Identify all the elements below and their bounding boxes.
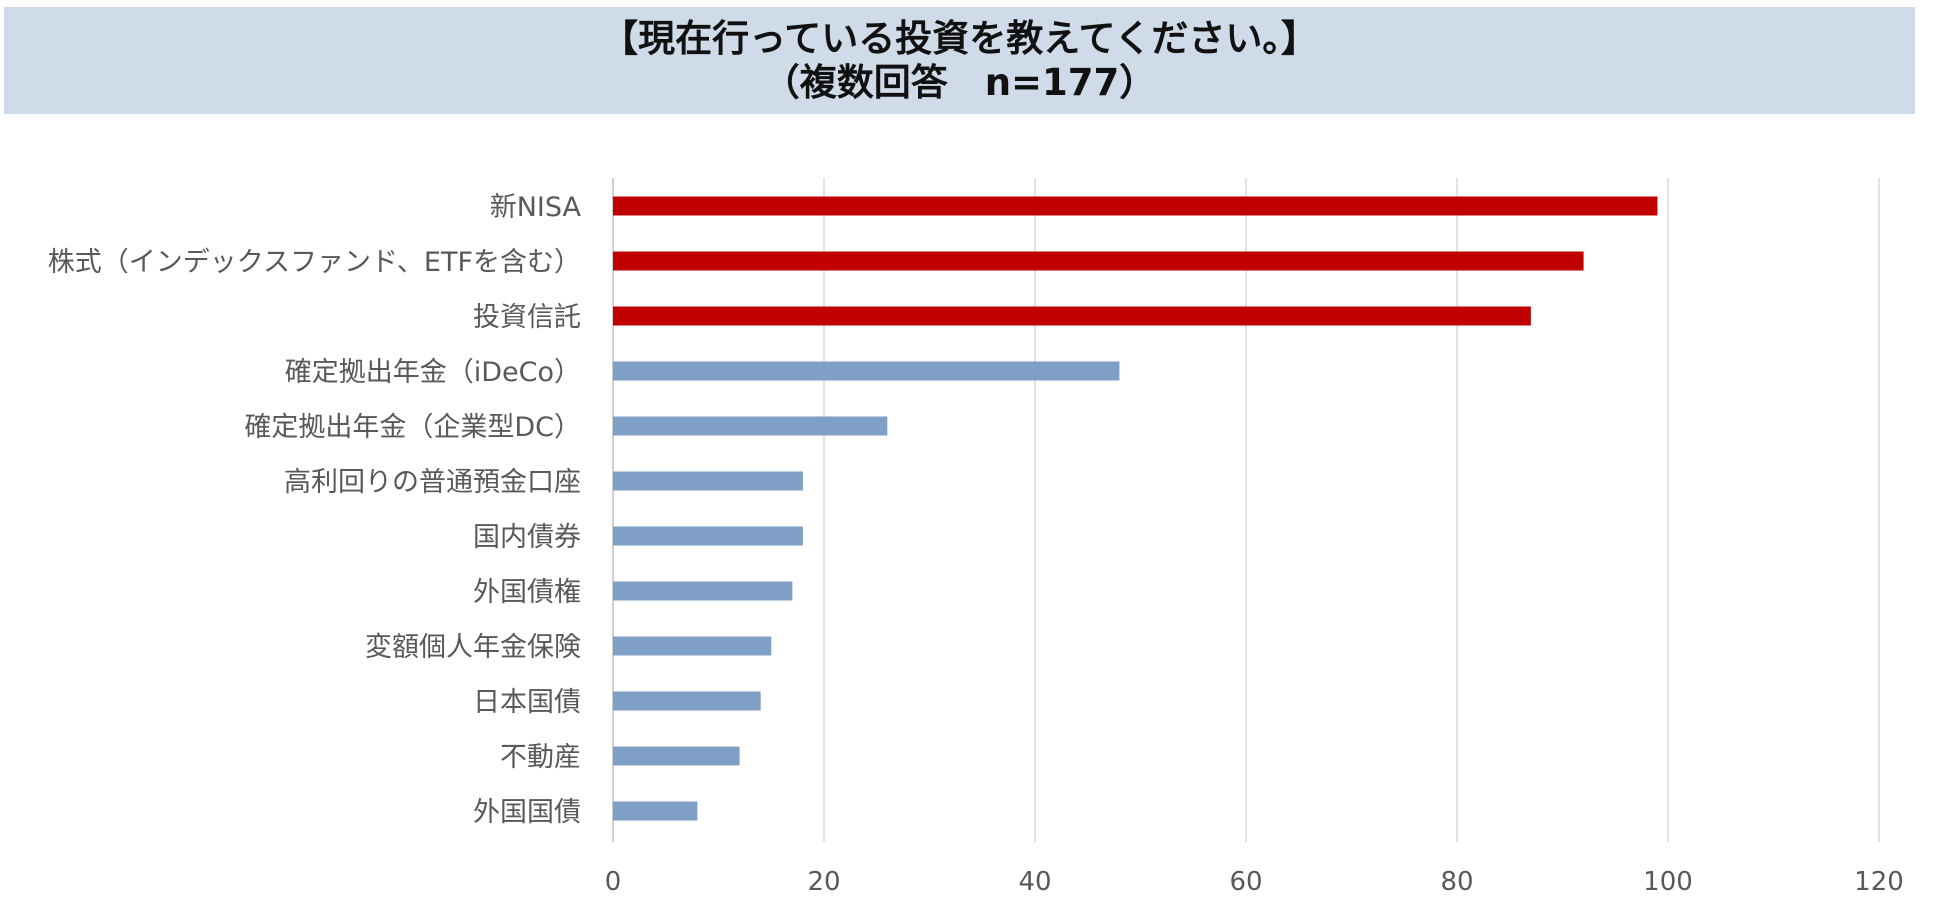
category-label: 投資信託 — [473, 302, 581, 333]
category-label: 新NISA — [490, 192, 582, 223]
bar — [613, 416, 888, 436]
x-tick-label: 120 — [1854, 867, 1904, 897]
category-label: 外国国債 — [473, 797, 581, 828]
bar — [613, 361, 1120, 381]
bar — [613, 526, 803, 546]
x-axis-tick-labels: 0 20 40 60 80 100 120 — [605, 867, 1904, 897]
category-label: 日本国債 — [473, 687, 581, 718]
bar — [613, 691, 761, 711]
category-label: 変額個人年金保険 — [365, 632, 581, 663]
x-tick-label: 0 — [605, 867, 622, 897]
title-banner: 【現在行っている投資を教えてください。】 （複数回答 n=177） — [4, 7, 1915, 114]
category-label: 株式（インデックスファンド、ETFを含む） — [48, 247, 581, 278]
bar — [613, 746, 740, 766]
category-label: 外国債権 — [473, 577, 581, 608]
bar — [613, 801, 698, 821]
category-labels: 新NISA 株式（インデックスファンド、ETFを含む） 投資信託確定拠出年金（iDe… — [48, 192, 582, 828]
bar — [613, 471, 803, 491]
x-tick-label: 60 — [1229, 867, 1262, 897]
x-tick-label: 20 — [807, 867, 840, 897]
bar — [613, 196, 1658, 216]
category-label: 国内債券 — [473, 522, 581, 553]
x-tick-label: 100 — [1643, 867, 1693, 897]
x-tick-label: 80 — [1440, 867, 1473, 897]
x-tick-label: 40 — [1018, 867, 1051, 897]
category-label: 確定拠出年金（企業型DC） — [244, 412, 581, 443]
bar — [613, 636, 772, 656]
chart-subtitle: （複数回答 n=177） — [762, 60, 1157, 104]
category-label: 確定拠出年金（iDeCo） — [285, 357, 581, 388]
chart-title: 【現在行っている投資を教えてください。】 — [601, 16, 1318, 60]
bar — [613, 306, 1531, 326]
category-label: 高利回りの普通預金口座 — [284, 467, 581, 498]
bars — [613, 196, 1658, 821]
bar — [613, 581, 793, 601]
gridlines — [612, 178, 1880, 842]
bar — [613, 251, 1584, 271]
category-label: 不動産 — [500, 742, 581, 773]
